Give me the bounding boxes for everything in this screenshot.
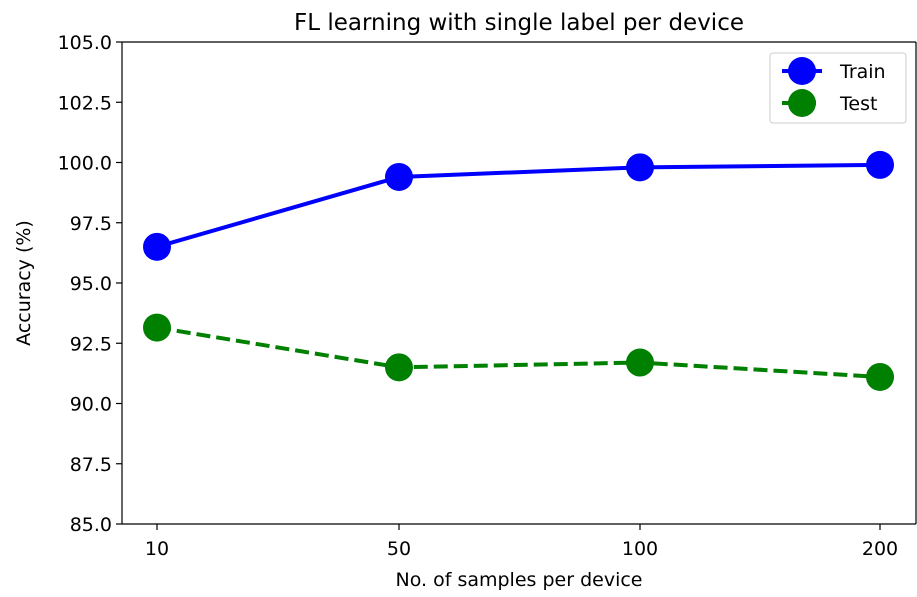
series-train xyxy=(143,150,894,261)
y-tick-label: 85.0 xyxy=(70,514,112,536)
x-tick-label: 100 xyxy=(622,538,658,560)
y-tick-label: 97.5 xyxy=(70,213,112,235)
y-axis-label: Accuracy (%) xyxy=(13,220,35,346)
legend-marker xyxy=(788,89,816,117)
legend-marker xyxy=(788,57,816,85)
data-point-train xyxy=(143,232,171,261)
series-layer xyxy=(143,150,894,391)
x-tick-label: 50 xyxy=(387,538,411,560)
series-line-test xyxy=(156,325,881,379)
x-tick-label: 200 xyxy=(862,538,898,560)
y-tick-label: 100.0 xyxy=(58,153,112,175)
legend-label: Train xyxy=(839,61,886,83)
legend-entry-test: Test xyxy=(782,89,877,117)
y-tick-label: 92.5 xyxy=(70,333,112,355)
data-point-test xyxy=(143,313,171,342)
series-line-train xyxy=(156,162,881,249)
x-axis: 10 50 100 200 xyxy=(145,524,898,560)
x-axis-label: No. of samples per device xyxy=(396,569,643,591)
data-point-train xyxy=(385,162,413,191)
y-tick-label: 105.0 xyxy=(58,32,112,54)
x-tick-label: 10 xyxy=(145,538,169,560)
data-point-test xyxy=(626,348,654,377)
y-tick-label: 90.0 xyxy=(70,394,112,416)
y-tick-label: 102.5 xyxy=(58,92,112,114)
series-test xyxy=(143,313,894,391)
legend-entry-train: Train xyxy=(782,57,886,85)
legend-label: Test xyxy=(839,93,877,115)
data-point-test xyxy=(385,353,413,382)
data-point-train xyxy=(626,153,654,182)
data-point-test xyxy=(866,362,894,391)
y-axis: 85.0 87.5 90.0 92.5 95.0 97.5 100.0 102.5 105.0 xyxy=(58,32,122,536)
chart-title: FL learning with single label per device xyxy=(294,10,744,36)
y-tick-label: 87.5 xyxy=(70,454,112,476)
data-point-train xyxy=(866,150,894,179)
legend: Train Test xyxy=(769,52,907,124)
y-tick-label: 95.0 xyxy=(70,273,112,295)
